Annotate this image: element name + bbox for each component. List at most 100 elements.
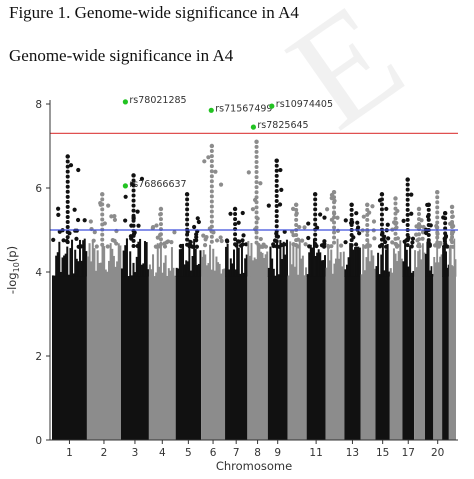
snp-point (386, 236, 391, 241)
x-tick-label: 9 (274, 447, 281, 459)
chromosome-12-edge (336, 238, 339, 277)
chromosome-8-edge (259, 251, 262, 277)
snp-point (218, 235, 223, 240)
snp-point (313, 212, 318, 217)
chromosome-2-edge (99, 262, 102, 277)
y-tick-label: 4 (35, 267, 42, 279)
chromosome-18-edge (423, 252, 426, 277)
snp-point (409, 192, 414, 197)
chromosome-6-edge (213, 270, 216, 277)
chromosome-3-body (120, 276, 149, 440)
chromosome-21-edge (443, 247, 445, 277)
snp-point (435, 240, 440, 245)
chromosome-1-edge (53, 275, 56, 277)
y-axis-title-sub: 10 (12, 262, 21, 272)
snp-label-rs76866637: rs76866637 (129, 179, 186, 190)
snp-point (435, 205, 440, 210)
snp-point (224, 238, 230, 243)
chromosome-20-edge (437, 262, 440, 277)
chromosome-22-edge (451, 265, 453, 277)
chromosome-8-edge (258, 246, 261, 277)
snp-point (306, 235, 311, 241)
snp-point (131, 203, 136, 208)
snp-point (349, 202, 354, 207)
snp-point (435, 215, 440, 220)
snp-point (435, 235, 440, 240)
chromosome-17-edge (405, 249, 408, 277)
snp-point (209, 164, 214, 169)
snp-point (313, 202, 318, 207)
snp-point (68, 163, 74, 168)
y-tick-label: 8 (35, 99, 42, 111)
chromosome-14-edge (363, 270, 366, 277)
snp-point (258, 236, 263, 242)
snp-point (131, 198, 136, 203)
snp-point (112, 214, 117, 219)
chromosome-2-edge (108, 260, 111, 277)
snp-point (185, 197, 190, 202)
chromosome-17-edge (412, 271, 415, 277)
chromosome-13-edge (357, 246, 360, 277)
chromosome-13-edge (344, 269, 347, 277)
x-tick-label: 1 (66, 447, 73, 459)
snp-point (123, 218, 128, 223)
chromosome-10-edge (305, 267, 308, 277)
chromosome-18-edge (420, 259, 423, 277)
snp-point (65, 189, 70, 194)
chromosome-8-edge (256, 243, 259, 277)
chromosome-7-edge (240, 244, 243, 277)
snp-point (416, 207, 421, 211)
chromosome-6-edge (202, 250, 205, 277)
chromosome-4-edge (167, 268, 170, 277)
chromosome-12-body (325, 276, 345, 440)
chromosome-20-edge (439, 256, 442, 277)
chart-title: Genome-wide significance in A4 (9, 46, 234, 65)
x-tick-label: 11 (309, 447, 322, 459)
snp-point (332, 235, 337, 240)
chromosome-4-edge (164, 255, 167, 277)
snp-point (294, 217, 299, 222)
snp-point (443, 216, 448, 221)
snp-point (393, 206, 398, 211)
snp-point (450, 244, 456, 249)
chromosome-15-edge (375, 266, 378, 277)
chromosome-15-edge (378, 274, 381, 277)
chromosome-10-edge (289, 241, 292, 277)
chromosome-8-edge (255, 259, 258, 277)
snp-point (349, 222, 354, 227)
chromosome-7-edge (237, 247, 240, 277)
snp-point (357, 231, 362, 236)
snp-point (274, 163, 279, 168)
chromosome-1-edge (69, 248, 72, 277)
chromosome-12-edge (328, 260, 331, 277)
snp-point (65, 179, 70, 184)
snp-point (112, 217, 118, 223)
chromosome-1-edge (67, 274, 70, 277)
chromosome-12-edge (339, 252, 342, 277)
snp-point (450, 214, 455, 219)
chromosome-17-edge (409, 245, 412, 277)
snp-label-rs10974405: rs10974405 (276, 99, 333, 110)
chromosome-11-edge (308, 252, 311, 277)
chromosome-20-body (433, 276, 443, 440)
chromosome-3-edge (145, 242, 148, 277)
snp-point (109, 214, 114, 219)
snp-point (313, 192, 318, 197)
chromosome-9-edge (282, 241, 285, 277)
chromosome-3-edge (139, 238, 142, 277)
x-tick-label: 5 (185, 447, 192, 459)
chromosome-11-edge (311, 247, 314, 277)
chromosome-2-edge (106, 271, 109, 277)
snp-point (443, 231, 448, 236)
snp-point (365, 202, 370, 207)
snp-point (274, 173, 279, 178)
snp-point (237, 239, 242, 244)
snp-point (209, 229, 214, 234)
chromosome-15-body (375, 276, 390, 440)
snp-point (371, 219, 377, 224)
chromosome-21-edge (445, 251, 448, 277)
snp-point (274, 193, 279, 198)
axes: 0 2 4 6 8 1 2 3 4 5 6 7 8 9 11 13 15 17 20 (35, 99, 458, 459)
chromosome-2-edge (104, 269, 107, 277)
chromosome-8-edge (264, 254, 267, 277)
